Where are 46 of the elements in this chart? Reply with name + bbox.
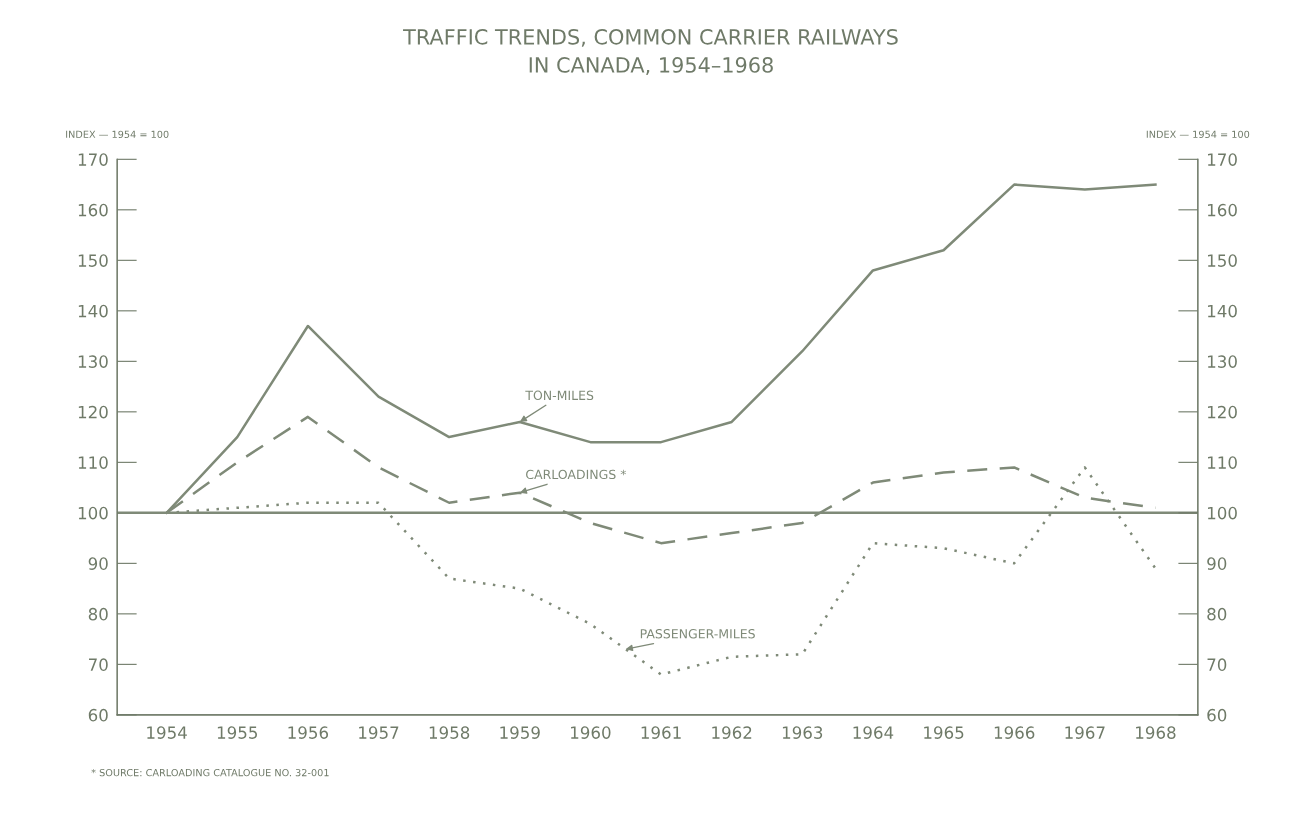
y-tick-label: 150 bbox=[78, 254, 108, 267]
series-label: PASSENGER-MILES bbox=[640, 629, 755, 639]
y-tick-label: 70 bbox=[89, 658, 108, 671]
x-tick-label: 1958 bbox=[429, 726, 470, 739]
y2-tick-label: 100 bbox=[1208, 506, 1237, 520]
y-tick-label: 160 bbox=[78, 203, 108, 217]
y2-tick-label: 130 bbox=[1208, 355, 1237, 368]
x-tick-label: 1961 bbox=[641, 726, 681, 739]
y2-tick-label: 120 bbox=[1208, 405, 1237, 419]
x-tick-label: 1955 bbox=[217, 726, 257, 739]
y2-tick-label: 110 bbox=[1208, 456, 1237, 469]
y-tick-label: 80 bbox=[88, 607, 108, 621]
y2-tick-label: 80 bbox=[1207, 607, 1227, 621]
x-tick-label: 1964 bbox=[853, 726, 894, 739]
y-tick-label: 130 bbox=[78, 355, 108, 368]
y2-tick-label: 70 bbox=[1207, 658, 1227, 671]
series-label: TON-MILES bbox=[525, 390, 594, 401]
y2-tick-label: 60 bbox=[1207, 708, 1227, 722]
x-tick-label: 1959 bbox=[500, 726, 540, 739]
y-tick-label: 60 bbox=[88, 708, 108, 722]
y2-tick-label: 160 bbox=[1208, 203, 1237, 217]
x-tick-label: 1960 bbox=[571, 726, 611, 739]
text: * SOURCE: CARLOADING CATALOGUE NO. 32-001 bbox=[91, 768, 329, 777]
y-tick-label: 90 bbox=[88, 557, 108, 570]
x-tick-label: 1965 bbox=[924, 726, 964, 739]
x-tick-label: 1963 bbox=[782, 726, 823, 739]
x-tick-label: 1966 bbox=[994, 726, 1035, 739]
x-tick-label: 1968 bbox=[1136, 726, 1176, 739]
y2-tick-label: 170 bbox=[1208, 153, 1237, 166]
y-axis-title: INDEX — 1954 = 100 bbox=[66, 130, 169, 138]
y-tick-label: 110 bbox=[78, 456, 108, 469]
y2-axis-title: INDEX — 1954 = 100 bbox=[1146, 130, 1250, 138]
chart-title: TRAFFIC TRENDS, COMMON CARRIER RAILWAYS IN CANADA, 1954–1968 bbox=[403, 28, 898, 75]
y2-tick-label: 140 bbox=[1208, 304, 1237, 318]
y2-tick-label: 90 bbox=[1207, 557, 1227, 570]
x-tick-label: 1962 bbox=[712, 726, 752, 739]
x-tick-label: 1967 bbox=[1065, 726, 1105, 739]
y-tick-label: 120 bbox=[78, 405, 108, 419]
x-tick-label: 1957 bbox=[359, 726, 399, 739]
series-label: CARLOADINGS * bbox=[526, 469, 627, 480]
x-tick-label: 1956 bbox=[288, 726, 329, 739]
x-tick-label: 1954 bbox=[147, 726, 187, 739]
y2-tick-label: 150 bbox=[1208, 254, 1237, 267]
y-tick-label: 140 bbox=[78, 304, 108, 318]
y-tick-label: 170 bbox=[78, 153, 108, 166]
y-tick-label: 100 bbox=[78, 506, 108, 520]
